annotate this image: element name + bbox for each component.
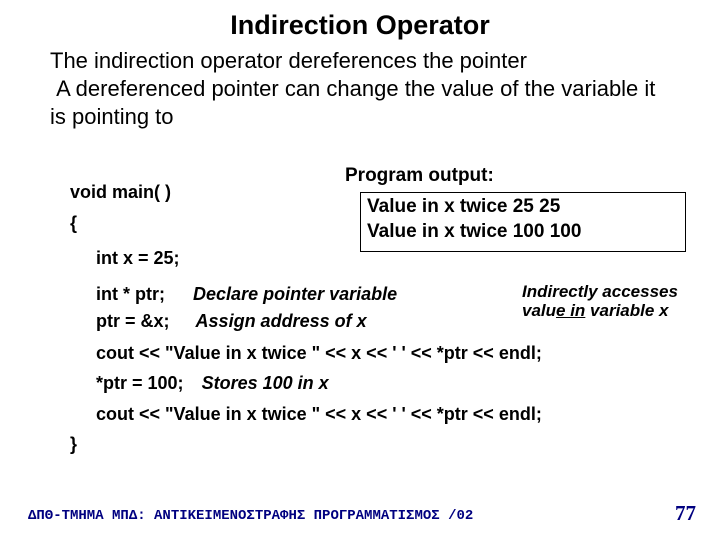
code-int-ptr: int * ptr; [96,284,165,304]
body-text: The indirection operator dereferences th… [0,47,720,131]
slide: Indirection Operator The indirection ope… [0,0,720,540]
code-int-x: int x = 25; [96,248,180,269]
body-line2: A dereferenced pointer can change the va… [50,76,655,129]
code-ptr-set: *ptr = 100; [96,373,184,393]
code-ptr-set-row: *ptr = 100; Stores 100 in x [96,373,329,394]
footer-left: ΔΠΘ-ΤΜΗΜΑ ΜΠΔ: ΑΝΤΙΚΕΙΜΕΝΟΣΤΡΑΦΗΣ ΠΡΟΓΡΑ… [28,508,473,524]
code-open-brace: { [70,213,77,234]
comment-store: Stores 100 in x [202,373,329,393]
slide-title: Indirection Operator [0,0,720,47]
output-box: Value in x twice 25 25 Value in x twice … [360,192,686,252]
code-ptr-assign: ptr = &x; [96,311,170,331]
indirect-note-l2b: e in [556,301,585,320]
comment-declare: Declare pointer variable [193,284,397,304]
page-number: 77 [675,501,696,526]
code-int-ptr-row: int * ptr; Declare pointer variable [96,284,397,305]
comment-assign: Assign address of x [196,311,367,331]
indirect-note: Indirectly accesses value in variable x [522,282,708,320]
code-cout2: cout << "Value in x twice " << x << ' ' … [96,404,542,425]
indirect-note-l2c: variable x [585,301,668,320]
code-cout1: cout << "Value in x twice " << x << ' ' … [96,343,542,364]
program-output-label: Program output: [345,165,494,187]
indirect-note-l2a: valu [522,301,556,320]
code-close-brace: } [70,434,77,455]
output-line-2: Value in x twice 100 100 [367,220,679,245]
code-ptr-assign-row: ptr = &x; Assign address of x [96,311,367,332]
indirect-note-l1: Indirectly accesses [522,282,678,301]
code-void-main: void main( ) [70,182,171,203]
body-line1: The indirection operator dereferences th… [50,48,527,73]
output-line-1: Value in x twice 25 25 [367,195,679,220]
